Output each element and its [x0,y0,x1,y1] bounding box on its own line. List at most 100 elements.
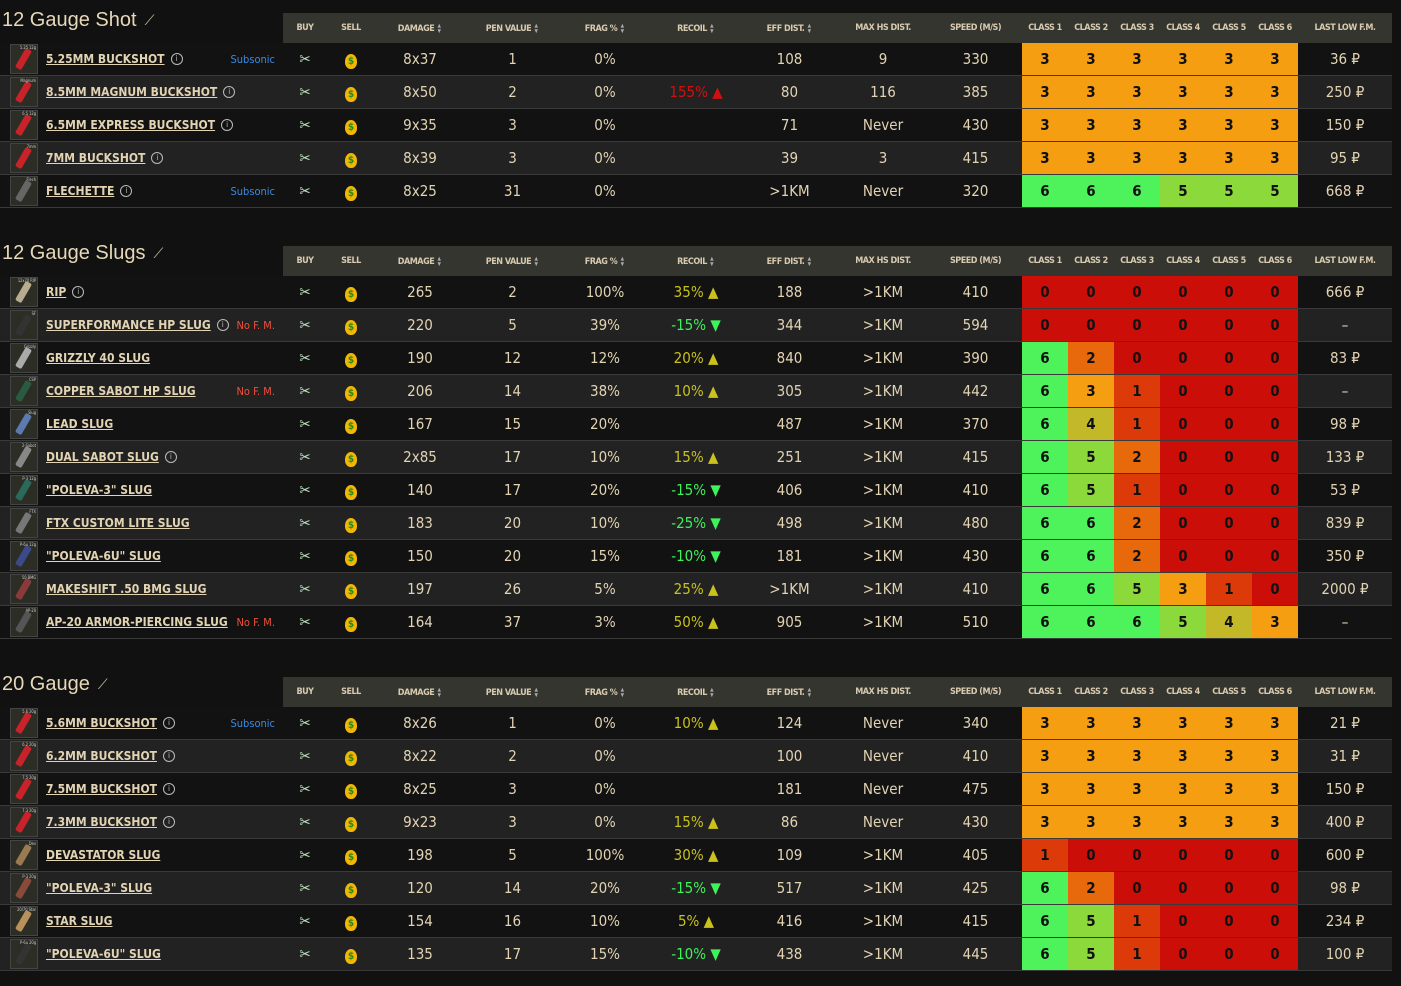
ammo-link[interactable]: 5.6mm Buckshot [46,716,158,730]
sell-money-bag-icon[interactable]: $ [345,86,357,102]
info-icon[interactable]: i [163,783,176,795]
sort-icon[interactable]: ▲▼ [436,255,443,267]
ammo-link[interactable]: Makeshift .50 BMG Slug [46,582,207,596]
sell-money-bag-icon[interactable]: $ [345,484,357,500]
header-recoil[interactable]: RECOIL ▲▼ [650,246,742,276]
buy-icon[interactable]: ✂ [299,780,311,798]
ammo-link[interactable]: Superformance HP slug [46,318,211,332]
ammo-link[interactable]: "Poleva-6u" slug [46,549,161,563]
buy-icon[interactable]: ✂ [299,182,311,200]
header-recoil[interactable]: RECOIL ▲▼ [650,13,742,43]
sell-money-bag-icon[interactable]: $ [345,583,357,599]
sell-money-bag-icon[interactable]: $ [345,286,357,302]
buy-icon[interactable]: ✂ [299,945,311,963]
header-damage[interactable]: DAMAGE ▲▼ [375,677,465,707]
sort-icon[interactable]: ▲▼ [708,22,715,34]
header-frag[interactable]: FRAG % ▲▼ [560,246,650,276]
ammo-link[interactable]: Grizzly 40 Slug [46,351,151,365]
ammo-link[interactable]: "Poleva-3" slug [46,483,153,497]
sort-icon[interactable]: ▲▼ [806,22,813,34]
ammo-link[interactable]: "Poleva-6u" slug [46,947,161,961]
sort-icon[interactable]: ▲▼ [619,255,626,267]
sort-icon[interactable]: ▲▼ [533,686,540,698]
buy-icon[interactable]: ✂ [299,481,311,499]
ammo-link[interactable]: 7mm Buckshot [46,151,146,165]
sell-money-bag-icon[interactable]: $ [345,152,357,168]
sort-icon[interactable]: ▲▼ [619,22,626,34]
buy-icon[interactable]: ✂ [299,580,311,598]
buy-icon[interactable]: ✂ [299,846,311,864]
sort-icon[interactable]: ▲▼ [533,22,540,34]
sell-money-bag-icon[interactable]: $ [345,119,357,135]
ammo-link[interactable]: Dual Sabot Slug [46,450,159,464]
buy-icon[interactable]: ✂ [299,149,311,167]
info-icon[interactable]: i [163,717,176,729]
sell-money-bag-icon[interactable]: $ [345,53,357,69]
info-icon[interactable]: i [72,286,85,298]
info-icon[interactable]: i [223,86,236,98]
info-icon[interactable]: i [120,185,133,197]
sell-money-bag-icon[interactable]: $ [345,418,357,434]
sell-money-bag-icon[interactable]: $ [345,783,357,799]
sell-money-bag-icon[interactable]: $ [345,185,357,201]
buy-icon[interactable]: ✂ [299,813,311,831]
sell-money-bag-icon[interactable]: $ [345,948,357,964]
header-damage[interactable]: DAMAGE ▲▼ [375,246,465,276]
sell-money-bag-icon[interactable]: $ [345,616,357,632]
buy-icon[interactable]: ✂ [299,879,311,897]
info-icon[interactable]: i [151,152,164,164]
info-icon[interactable]: i [221,119,234,131]
sell-money-bag-icon[interactable]: $ [345,352,357,368]
ammo-link[interactable]: 7.5mm Buckshot [46,782,158,796]
sell-money-bag-icon[interactable]: $ [345,550,357,566]
buy-icon[interactable]: ✂ [299,116,311,134]
buy-icon[interactable]: ✂ [299,382,311,400]
ammo-link[interactable]: Copper Sabot HP slug [46,384,196,398]
header-damage[interactable]: DAMAGE ▲▼ [375,13,465,43]
buy-icon[interactable]: ✂ [299,547,311,565]
ammo-link[interactable]: 8.5mm Magnum buckshot [46,85,218,99]
ammo-link[interactable]: Devastator slug [46,848,161,862]
header-pen[interactable]: PEN VALUE ▲▼ [465,677,560,707]
header-eff[interactable]: EFF DIST. ▲▼ [742,13,837,43]
info-icon[interactable]: i [170,53,183,65]
ammo-link[interactable]: 6.2mm Buckshot [46,749,158,763]
ammo-link[interactable]: "Poleva-3" slug [46,881,153,895]
header-recoil[interactable]: RECOIL ▲▼ [650,677,742,707]
ammo-link[interactable]: Lead slug [46,417,114,431]
buy-icon[interactable]: ✂ [299,912,311,930]
buy-icon[interactable]: ✂ [299,83,311,101]
buy-icon[interactable]: ✂ [299,50,311,68]
header-frag[interactable]: FRAG % ▲▼ [560,13,650,43]
buy-icon[interactable]: ✂ [299,349,311,367]
sell-money-bag-icon[interactable]: $ [345,849,357,865]
buy-icon[interactable]: ✂ [299,283,311,301]
buy-icon[interactable]: ✂ [299,613,311,631]
header-eff[interactable]: EFF DIST. ▲▼ [742,246,837,276]
sort-icon[interactable]: ▲▼ [436,686,443,698]
sell-money-bag-icon[interactable]: $ [345,915,357,931]
ammo-link[interactable]: Flechette [46,184,115,198]
sort-icon[interactable]: ▲▼ [806,686,813,698]
sell-money-bag-icon[interactable]: $ [345,319,357,335]
buy-icon[interactable]: ✂ [299,316,311,334]
sell-money-bag-icon[interactable]: $ [345,882,357,898]
ammo-link[interactable]: 7.3mm Buckshot [46,815,158,829]
header-pen[interactable]: PEN VALUE ▲▼ [465,246,560,276]
buy-icon[interactable]: ✂ [299,714,311,732]
info-icon[interactable]: i [163,750,176,762]
ammo-link[interactable]: 6.5mm Express buckshot [46,118,216,132]
buy-icon[interactable]: ✂ [299,448,311,466]
buy-icon[interactable]: ✂ [299,415,311,433]
info-icon[interactable]: i [216,319,229,331]
sort-icon[interactable]: ▲▼ [436,22,443,34]
sort-icon[interactable]: ▲▼ [619,686,626,698]
header-pen[interactable]: PEN VALUE ▲▼ [465,13,560,43]
ammo-link[interactable]: AP-20 Armor-Piercing Slug [46,615,228,629]
buy-icon[interactable]: ✂ [299,747,311,765]
buy-icon[interactable]: ✂ [299,514,311,532]
sell-money-bag-icon[interactable]: $ [345,451,357,467]
sell-money-bag-icon[interactable]: $ [345,750,357,766]
ammo-link[interactable]: RIP [46,285,67,299]
ammo-link[interactable]: 5.25mm Buckshot [46,52,165,66]
